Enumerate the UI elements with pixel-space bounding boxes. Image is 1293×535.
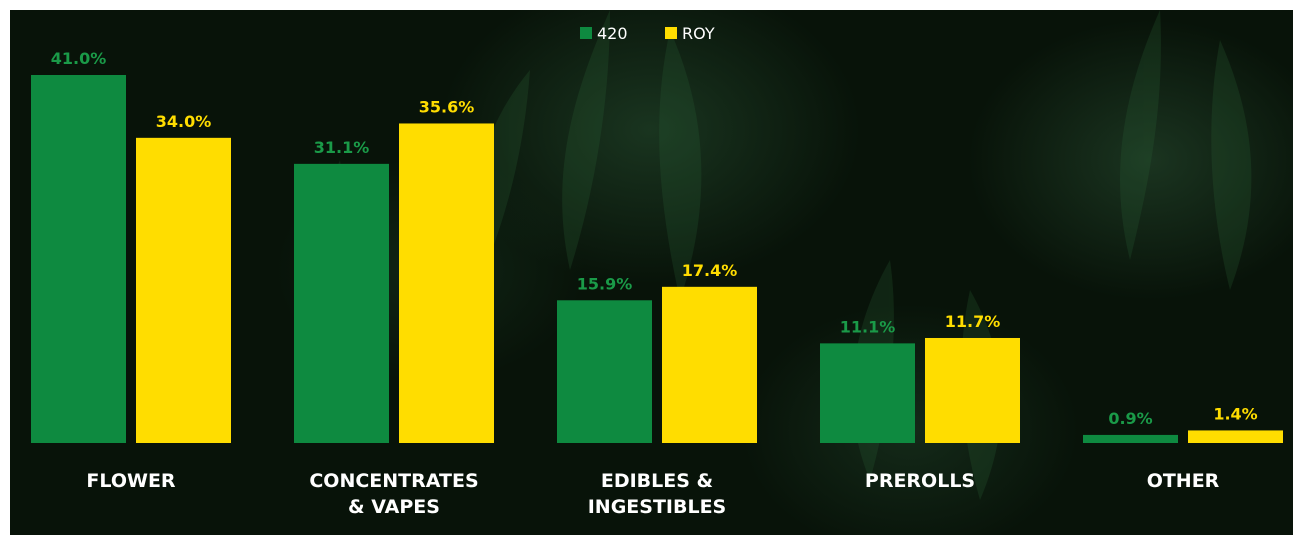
bar-roy-3 bbox=[925, 337, 1020, 443]
chart-frame: 420 ROY 41.0% 34.0% 31.1% 35.6% 15.9% 17.4% 11… bbox=[10, 10, 1293, 535]
value-label-420-3: 11.1% bbox=[840, 317, 896, 336]
legend-swatch-roy bbox=[665, 27, 677, 39]
legend: 420 ROY bbox=[580, 24, 715, 43]
category-label-2-line-1: INGESTIBLES bbox=[588, 496, 727, 518]
legend-label-roy: ROY bbox=[682, 24, 715, 43]
bar-roy-4 bbox=[1188, 430, 1283, 443]
bar-420-0 bbox=[31, 75, 126, 443]
bar-420-3 bbox=[820, 343, 915, 443]
value-label-420-2: 15.9% bbox=[577, 274, 633, 293]
bars-group bbox=[31, 75, 1283, 444]
value-label-420-0: 41.0% bbox=[51, 49, 107, 68]
category-label-3-line-0: PREROLLS bbox=[865, 470, 975, 492]
legend-swatch-420 bbox=[580, 27, 592, 39]
category-label-1-line-1: & VAPES bbox=[348, 496, 440, 518]
bar-420-2 bbox=[557, 300, 652, 443]
category-label-2-line-0: EDIBLES & bbox=[601, 470, 713, 492]
bar-chart: 420 ROY 41.0% 34.0% 31.1% 35.6% 15.9% 17.4% 11… bbox=[31, 10, 1283, 518]
bar-420-1 bbox=[294, 163, 389, 444]
value-label-roy-3: 11.7% bbox=[945, 312, 1001, 331]
value-label-roy-0: 34.0% bbox=[156, 112, 212, 131]
category-label-0-line-0: FLOWER bbox=[86, 470, 175, 492]
category-labels-group: FLOWER CONCENTRATES & VAPES EDIBLES & INGEST… bbox=[86, 470, 1219, 518]
bar-roy-0 bbox=[136, 137, 231, 443]
bar-roy-1 bbox=[399, 123, 494, 443]
value-label-420-4: 0.9% bbox=[1108, 409, 1152, 428]
value-label-roy-2: 17.4% bbox=[682, 261, 738, 280]
bar-roy-2 bbox=[662, 286, 757, 443]
category-label-1-line-0: CONCENTRATES bbox=[309, 470, 478, 492]
value-label-420-1: 31.1% bbox=[314, 138, 370, 157]
legend-label-420: 420 bbox=[597, 24, 628, 43]
category-label-4-line-0: OTHER bbox=[1147, 470, 1220, 492]
value-label-roy-4: 1.4% bbox=[1213, 404, 1257, 423]
bar-420-4 bbox=[1083, 434, 1178, 443]
value-label-roy-1: 35.6% bbox=[419, 97, 475, 116]
value-labels-group: 41.0% 34.0% 31.1% 35.6% 15.9% 17.4% 11.1% 11.7%… bbox=[51, 49, 1258, 428]
